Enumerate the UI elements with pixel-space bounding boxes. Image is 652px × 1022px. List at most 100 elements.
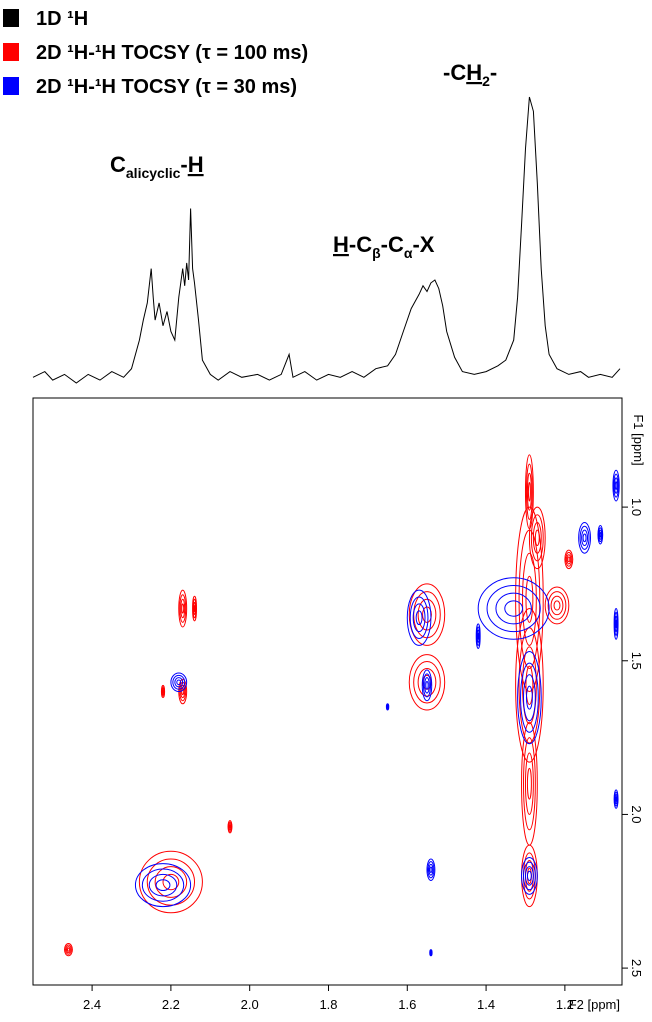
contour [406,589,432,646]
contour [417,667,437,697]
x-tick-label: 2.0 [241,997,259,1012]
contour [417,598,437,631]
contour [522,552,537,646]
contour [486,584,541,633]
contour [526,870,532,882]
contour [429,866,433,873]
contour [613,473,619,498]
contour [612,469,620,502]
contour [181,687,185,696]
contour [582,533,587,543]
contour [523,861,536,891]
contour [148,873,178,897]
contour [477,632,480,640]
legend-label: 2D ¹H-¹H TOCSY (τ = 100 ms) [36,42,308,64]
contour [174,677,184,688]
contour [162,873,180,891]
contour [521,856,538,895]
contour [598,527,603,543]
contour [525,575,534,623]
contour [495,592,532,625]
x-tick-label: 1.4 [477,997,495,1012]
contour [526,767,532,800]
y-tick-label: 2.5 [629,959,644,977]
legend-swatch [3,43,19,61]
contour [517,651,542,745]
x-tick-label: 1.8 [319,997,337,1012]
contour [524,752,534,815]
contour [597,525,604,545]
contour [524,860,534,892]
contour [564,549,574,570]
contour [146,858,196,906]
x-tick-label: 1.6 [398,997,416,1012]
contour [178,589,188,628]
contour [524,866,534,886]
contour [134,863,192,908]
contour [614,481,618,490]
contour [566,554,572,565]
contour [228,824,231,829]
contour [162,689,164,694]
contour [424,677,430,694]
contour [567,556,571,563]
annotation: -CH2- [443,60,497,89]
contour [408,654,446,711]
contour [515,608,544,763]
contour [504,600,524,617]
contour [427,861,435,879]
contour [155,879,171,891]
contour [523,674,536,722]
x-axis-label: F2 [ppm] [569,997,620,1012]
x-tick-label: 2.2 [162,997,180,1012]
contour [544,586,570,625]
contour [520,662,539,733]
contour [565,551,573,567]
contour [409,596,429,639]
contour [176,679,182,686]
contour [525,685,533,710]
contour [579,525,590,550]
contour [138,850,203,914]
contour [528,506,546,570]
contour [525,463,533,520]
contour [547,591,567,620]
annotation: H-Cβ-Cα-X [333,232,435,261]
legend-swatch [3,9,19,27]
contour [527,482,531,502]
y-tick-label: 1.5 [629,652,644,670]
contour [526,472,532,511]
contour [477,577,550,640]
contour [412,603,426,633]
contour [154,866,188,898]
contour [180,598,186,619]
contour [598,529,603,540]
contour [534,529,540,547]
contour [65,944,72,955]
contour [525,665,534,706]
contour [386,705,389,709]
contour [530,514,544,562]
contour [599,531,602,538]
contour [141,868,185,902]
legend-swatch [3,77,19,95]
contour [413,661,441,704]
contour [518,627,541,744]
spectrum-1d [32,96,621,384]
contour [428,863,434,876]
contour [550,595,564,616]
contour [66,947,70,952]
contour [578,521,591,554]
contour [181,603,185,614]
contour [614,477,619,494]
contour [581,529,589,547]
contour [615,619,618,629]
contour [415,610,423,626]
y-tick-label: 2.0 [629,805,644,823]
contour [64,943,73,957]
contour [421,669,433,702]
contour [522,646,537,725]
contour [65,946,71,954]
